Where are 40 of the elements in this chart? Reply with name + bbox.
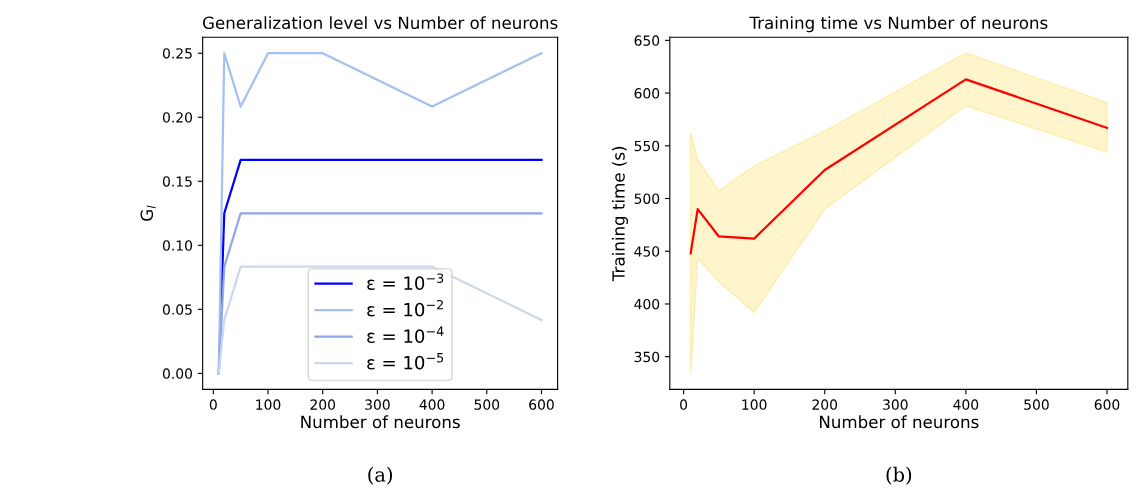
x-tick-label: 0 xyxy=(680,399,688,410)
legend-label: ε = 10$^{−2}$ xyxy=(367,299,443,317)
chart-title: Training time vs Number of neurons xyxy=(749,16,1048,33)
x-tick-label: 200 xyxy=(812,399,838,410)
x-tick-label: 0 xyxy=(209,399,217,410)
y-tick-label: 400 xyxy=(634,298,660,310)
x-tick-label: 600 xyxy=(529,399,554,410)
x-tick-label: 300 xyxy=(365,399,390,410)
text: (b) xyxy=(886,466,912,485)
x-tick-label: 100 xyxy=(256,399,281,410)
y-tick-label: 0.15 xyxy=(162,176,192,187)
legend-label: ε = 10$^{−5}$ xyxy=(367,353,444,370)
x-tick-label: 100 xyxy=(742,399,767,410)
x-tick-label: 600 xyxy=(1094,399,1120,410)
x-tick-label: 400 xyxy=(953,399,979,410)
line-series xyxy=(689,78,1109,255)
x-tick-label: 400 xyxy=(419,399,445,410)
x-tick-label: 500 xyxy=(1024,399,1049,410)
y-tick-label: 0.20 xyxy=(162,112,193,123)
y-tick-label: 0.25 xyxy=(162,48,192,59)
chart-title: Generalization level vs Number of neurons xyxy=(202,16,558,30)
x-tick-label: 200 xyxy=(310,399,336,410)
legend-label: ε = 10$^{−4}$ xyxy=(367,326,444,343)
x-axis-title: Number of neurons xyxy=(301,415,460,429)
y-axis-title: Training time (s) xyxy=(611,146,629,282)
y-tick-label: 600 xyxy=(634,88,660,99)
y-axis-title: G$_{l}$ xyxy=(140,205,156,221)
legend-label: ε = 10$^{−3}$ xyxy=(367,273,444,290)
y-tick-label: 550 xyxy=(634,140,660,152)
x-axis-title: Number of neurons xyxy=(820,415,979,429)
y-tick-label: 500 xyxy=(634,193,660,204)
y-tick-label: 450 xyxy=(634,246,660,257)
y-tick-label: 0.10 xyxy=(162,240,193,251)
y-tick-label: 350 xyxy=(634,351,660,363)
y-tick-label: 650 xyxy=(634,35,660,46)
y-tick-label: 0.00 xyxy=(162,368,193,379)
x-tick-label: 300 xyxy=(883,399,908,410)
text: (a) xyxy=(368,466,392,485)
y-tick-label: 0.05 xyxy=(162,304,192,315)
x-tick-label: 500 xyxy=(474,399,500,410)
